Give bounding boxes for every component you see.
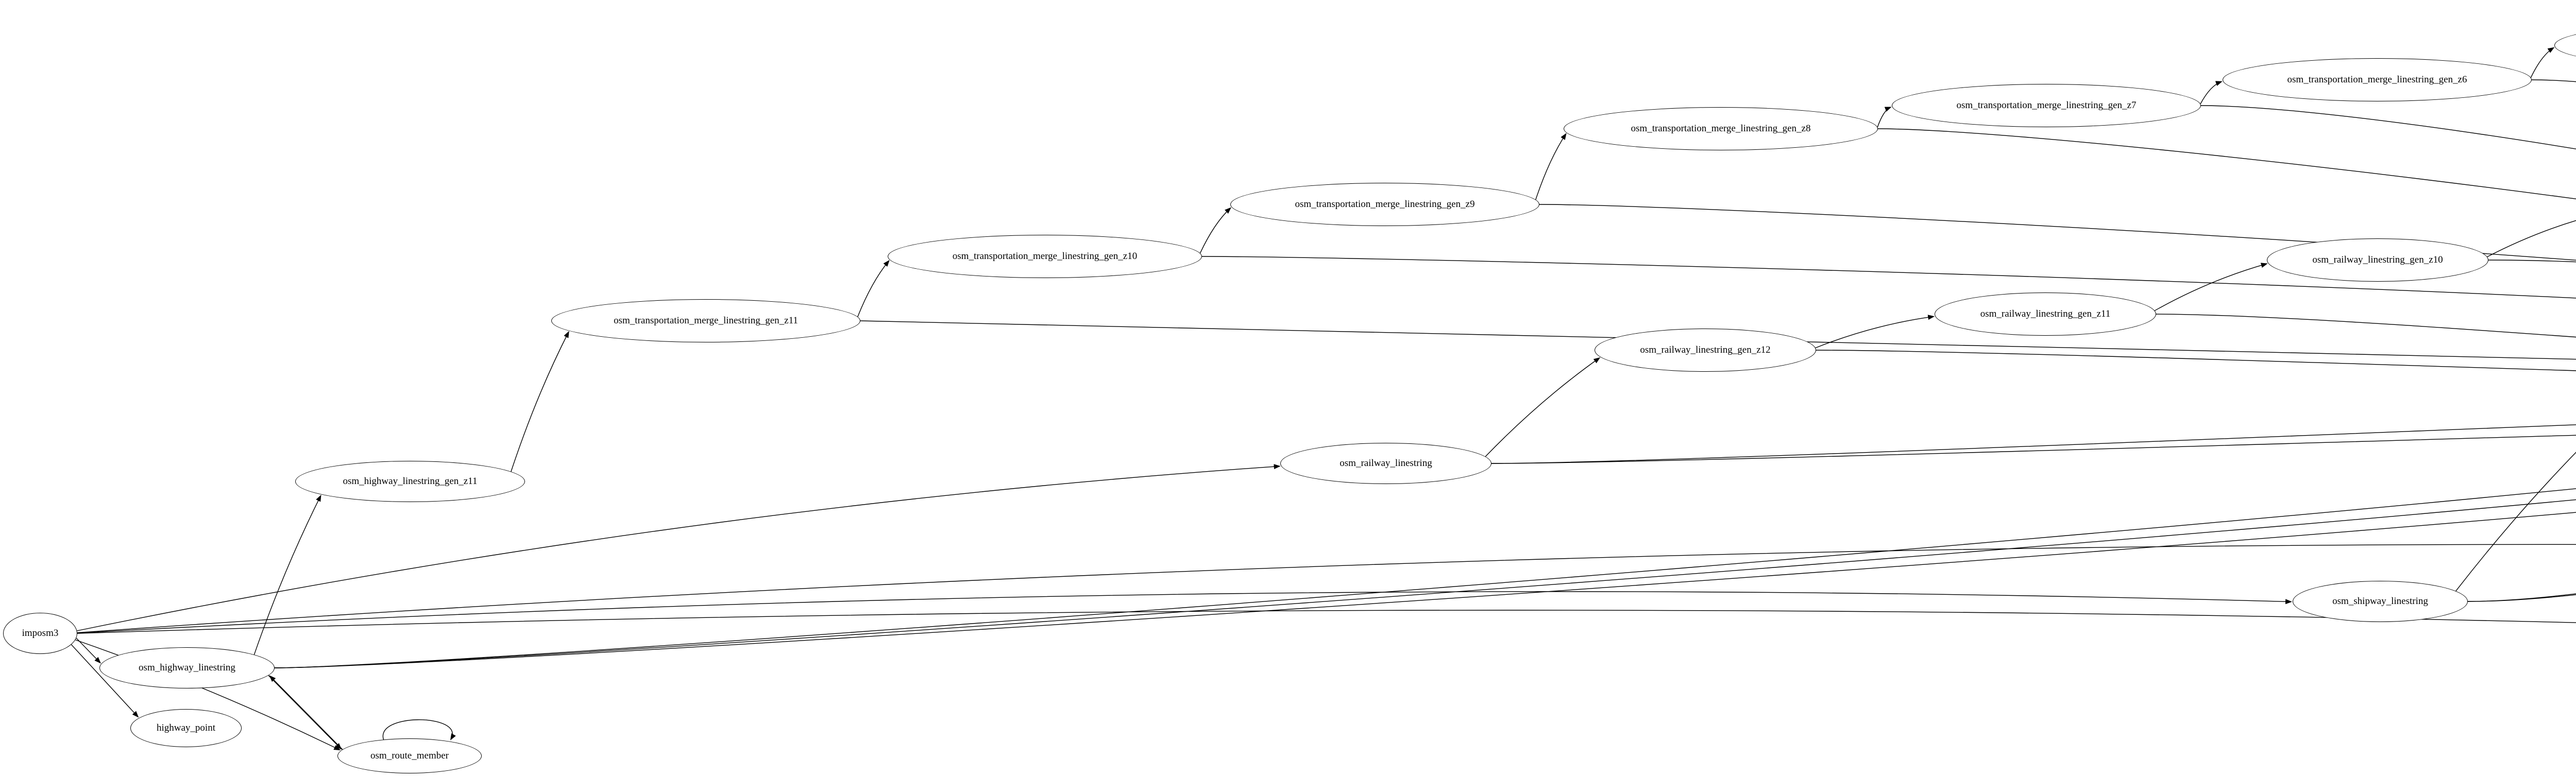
edge-osm_railway_linestring-row-z13 [1490,424,2576,464]
edge-imposm3-highway_point [71,644,139,718]
node-osm_transportation_merge_linestring_gen_z10: osm_transportation_merge_linestring_gen_… [888,235,1202,278]
edge-osm_transportation_merge_linestring_gen_z7-osm_transportation_merge_linestring_gen_z6 [2200,81,2223,105]
node-imposm3: imposm3 [3,613,77,654]
node-osm_highway_linestring: osm_highway_linestring [99,647,275,688]
edge-osm_highway_linestring-row-z14+ [273,512,2576,668]
edge-imposm3-osm_shipway_linestring [77,591,2292,634]
edge-osm_highway_linestring_gen_z11-osm_transportation_merge_linestring_gen_z11 [511,331,569,472]
edge-imposm3-osm_highway_linestring [76,637,101,664]
edge-imposm3-osm_highway_polygon [77,610,2576,634]
node-osm_transportation_merge_linestring_gen_z7: osm_transportation_merge_linestring_gen_… [1892,84,2201,127]
node-osm_railway_linestring_gen_z11: osm_railway_linestring_gen_z11 [1935,292,2156,336]
node-osm_shipway_linestring: osm_shipway_linestring [2293,581,2468,622]
edge-osm_railway_linestring_gen_z11-osm_railway_linestring_gen_z10 [2154,263,2268,311]
edge-osm_highway_linestring-row-z12 [273,488,2576,668]
edge-osm_shipway_linestring-osm_shipway_linestring_gen_z12 [2455,452,2576,592]
edge-osm_railway_linestring_gen_z12-row-z12 [1815,350,2576,371]
node-osm_railway_linestring_gen_z10: osm_railway_linestring_gen_z10 [2267,238,2488,282]
node-osm_transportation_merge_linestring_gen_z8: osm_transportation_merge_linestring_gen_… [1564,107,1878,150]
edge-osm_highway_linestring-osm_route_member [268,675,342,750]
edge-osm_transportation_merge_linestring_gen_z11-osm_transportation_merge_linestring_gen_z10 [857,260,890,317]
edge-osm_highway_linestring-osm_highway_linestring_gen_z11 [253,494,321,655]
edge-osm_transportation_merge_linestring_gen_z8-row-z8 [1876,128,2576,199]
node-osm_railway_linestring_gen_z12: osm_railway_linestring_gen_z12 [1595,329,1816,372]
edge-osm_shipway_linestring-row-z14+ [2466,594,2576,602]
edge-osm_railway_linestring_gen_z11-row-z11 [2155,314,2576,338]
edge-osm_railway_linestring-osm_railway_linestring_gen_z12 [1485,357,1601,457]
edge-osm_railway_linestring_gen_z10-row-z10 [2487,260,2576,263]
node-osm_transportation_merge_linestring_gen_z9: osm_transportation_merge_linestring_gen_… [1230,183,1539,226]
node-osm_railway_linestring: osm_railway_linestring [1280,443,1492,484]
edge-osm_transportation_merge_linestring_gen_z6-row-z6 [2530,79,2576,82]
edge-imposm3-osm_railway_linestring [77,464,1281,631]
edge-osm_route_member-osm_highway_linestring [269,675,343,750]
edge-osm_transportation_merge_linestring_gen_z9-osm_transportation_merge_linestring_gen_z8 [1535,133,1567,200]
edge-osm_route_member-self [382,719,456,743]
edge-osm_railway_linestring_gen_z10-osm_railway_linestring_gen_z9 [2487,220,2576,257]
edge-osm_transportation_merge_linestring_gen_z10-osm_transportation_merge_linestring_gen_z9 [1199,207,1231,253]
node-osm_route_member: osm_route_member [337,738,482,773]
edge-osm_transportation_merge_linestring_gen_z6-osm_transportation_merge_linestring_gen_z5 [2530,47,2555,78]
edge-imposm3-osm_route_member [75,639,341,751]
edge-osm_transportation_merge_linestring_gen_z8-osm_transportation_merge_linestring_gen_z7 [1877,107,1892,128]
node-osm_highway_linestring_gen_z11: osm_highway_linestring_gen_z11 [295,461,525,502]
edge-imposm3-osm_aerialway_linestring [77,544,2576,633]
edge-osm_transportation_merge_linestring_gen_z10-row-z10 [1200,256,2576,299]
node-osm_transportation_merge_linestring_gen_z11: osm_transportation_merge_linestring_gen_… [551,299,860,342]
node-highway_point: highway_point [130,709,242,747]
edge-osm_transportation_merge_linestring_gen_z7-row-z7 [2199,105,2576,150]
node-osm_transportation_merge_linestring_gen_z6: osm_transportation_merge_linestring_gen_… [2223,58,2532,101]
edge-osm_highway_linestring-row-z13 [273,499,2576,668]
edge-osm_railway_linestring-row-z14+ [1490,435,2576,464]
